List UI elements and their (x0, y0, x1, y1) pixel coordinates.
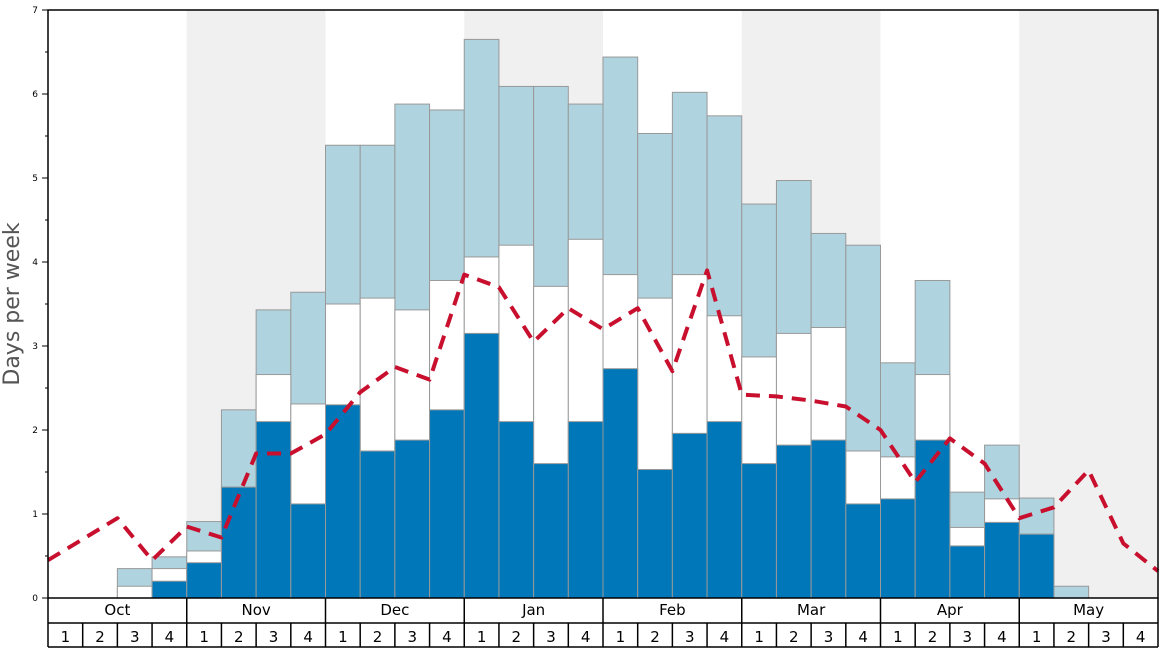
bar-white-3 (116, 585, 153, 599)
month-label-mar: Mar (797, 601, 826, 619)
week-label: 4 (997, 628, 1007, 646)
month-label-oct: Oct (104, 601, 130, 619)
bar-dark-28 (984, 521, 1020, 599)
y-tick-label: 4 (32, 258, 38, 268)
bar-dark-8 (290, 503, 326, 599)
trend-line (46, 268, 1160, 573)
week-label: 2 (789, 628, 799, 646)
week-label: 3 (824, 628, 834, 646)
bar-dark-11 (394, 439, 431, 599)
week-label: 1 (338, 628, 348, 646)
week-label: 3 (685, 628, 695, 646)
bar-dark-21 (741, 463, 777, 599)
bar-dark-12 (429, 409, 465, 599)
month-label-jan: Jan (521, 601, 545, 619)
week-label: 3 (546, 628, 556, 646)
bar-dark-14 (498, 421, 535, 599)
week-label: 1 (199, 628, 209, 646)
week-label: 4 (1136, 628, 1146, 646)
week-label: 2 (373, 628, 383, 646)
bar-dark-7 (255, 421, 292, 599)
week-label: 4 (720, 628, 730, 646)
week-label: 4 (581, 628, 591, 646)
week-label: 2 (95, 628, 105, 646)
bar-dark-4 (151, 580, 188, 599)
bar-dark-29 (1018, 533, 1055, 599)
y-tick-label: 7 (32, 6, 38, 16)
week-label: 1 (754, 628, 764, 646)
month-label-feb: Feb (659, 601, 686, 619)
week-label: 3 (269, 628, 279, 646)
bar-dark-24 (845, 503, 881, 599)
week-label: 2 (928, 628, 938, 646)
bar-dark-26 (914, 439, 951, 599)
bar-dark-18 (637, 468, 673, 599)
week-label: 1 (893, 628, 903, 646)
week-label: 4 (165, 628, 175, 646)
week-label: 3 (1101, 628, 1111, 646)
week-label: 2 (1067, 628, 1077, 646)
bar-dark-15 (533, 463, 569, 599)
month-label-dec: Dec (380, 601, 409, 619)
month-label-may: May (1073, 601, 1104, 619)
bar-dark-19 (671, 432, 708, 599)
y-axis-label: Days per week (0, 222, 25, 385)
bar-dark-16 (567, 421, 604, 599)
bar-dark-25 (880, 498, 916, 599)
bar-dark-17 (602, 368, 639, 599)
y-tick-label: 5 (32, 174, 38, 184)
y-tick-label: 6 (32, 90, 38, 100)
month-label-apr: Apr (937, 601, 964, 619)
week-label: 4 (442, 628, 452, 646)
bar-dark-13 (463, 332, 500, 599)
bar-dark-22 (775, 444, 812, 599)
week-label: 2 (650, 628, 660, 646)
y-tick-label: 1 (32, 510, 38, 520)
week-label: 2 (234, 628, 244, 646)
bar-dark-5 (186, 562, 222, 599)
week-label: 3 (962, 628, 972, 646)
y-tick-label: 3 (32, 342, 38, 352)
y-tick-label: 0 (32, 594, 38, 604)
week-label: 1 (477, 628, 487, 646)
x-axis: Oct 1 2 3 4 Nov 1 2 3 4 Dec 1 2 3 4 Jan 1 2 3 4 Feb 1 2 3 4 Mar 1 2… (47, 598, 1159, 648)
week-label: 2 (512, 628, 522, 646)
bar-dark-10 (359, 450, 396, 599)
bar-dark-27 (949, 545, 986, 599)
y-axis: 0 1 2 3 4 5 6 7 (32, 6, 48, 604)
week-label: 4 (858, 628, 868, 646)
week-label: 4 (303, 628, 313, 646)
week-label: 1 (1032, 628, 1042, 646)
stacked-bars (116, 38, 1090, 599)
bar-dark-23 (810, 439, 847, 599)
trend-line-layer (46, 268, 1160, 573)
bar-dark-9 (325, 404, 361, 599)
bar-dark-20 (706, 421, 743, 599)
bar-light-30 (1053, 585, 1090, 599)
week-label: 3 (407, 628, 417, 646)
y-tick-label: 2 (32, 426, 38, 436)
week-label: 3 (130, 628, 140, 646)
bar-dark-6 (220, 486, 257, 599)
month-label-nov: Nov (241, 601, 270, 619)
week-label: 1 (61, 628, 71, 646)
week-label: 1 (616, 628, 626, 646)
